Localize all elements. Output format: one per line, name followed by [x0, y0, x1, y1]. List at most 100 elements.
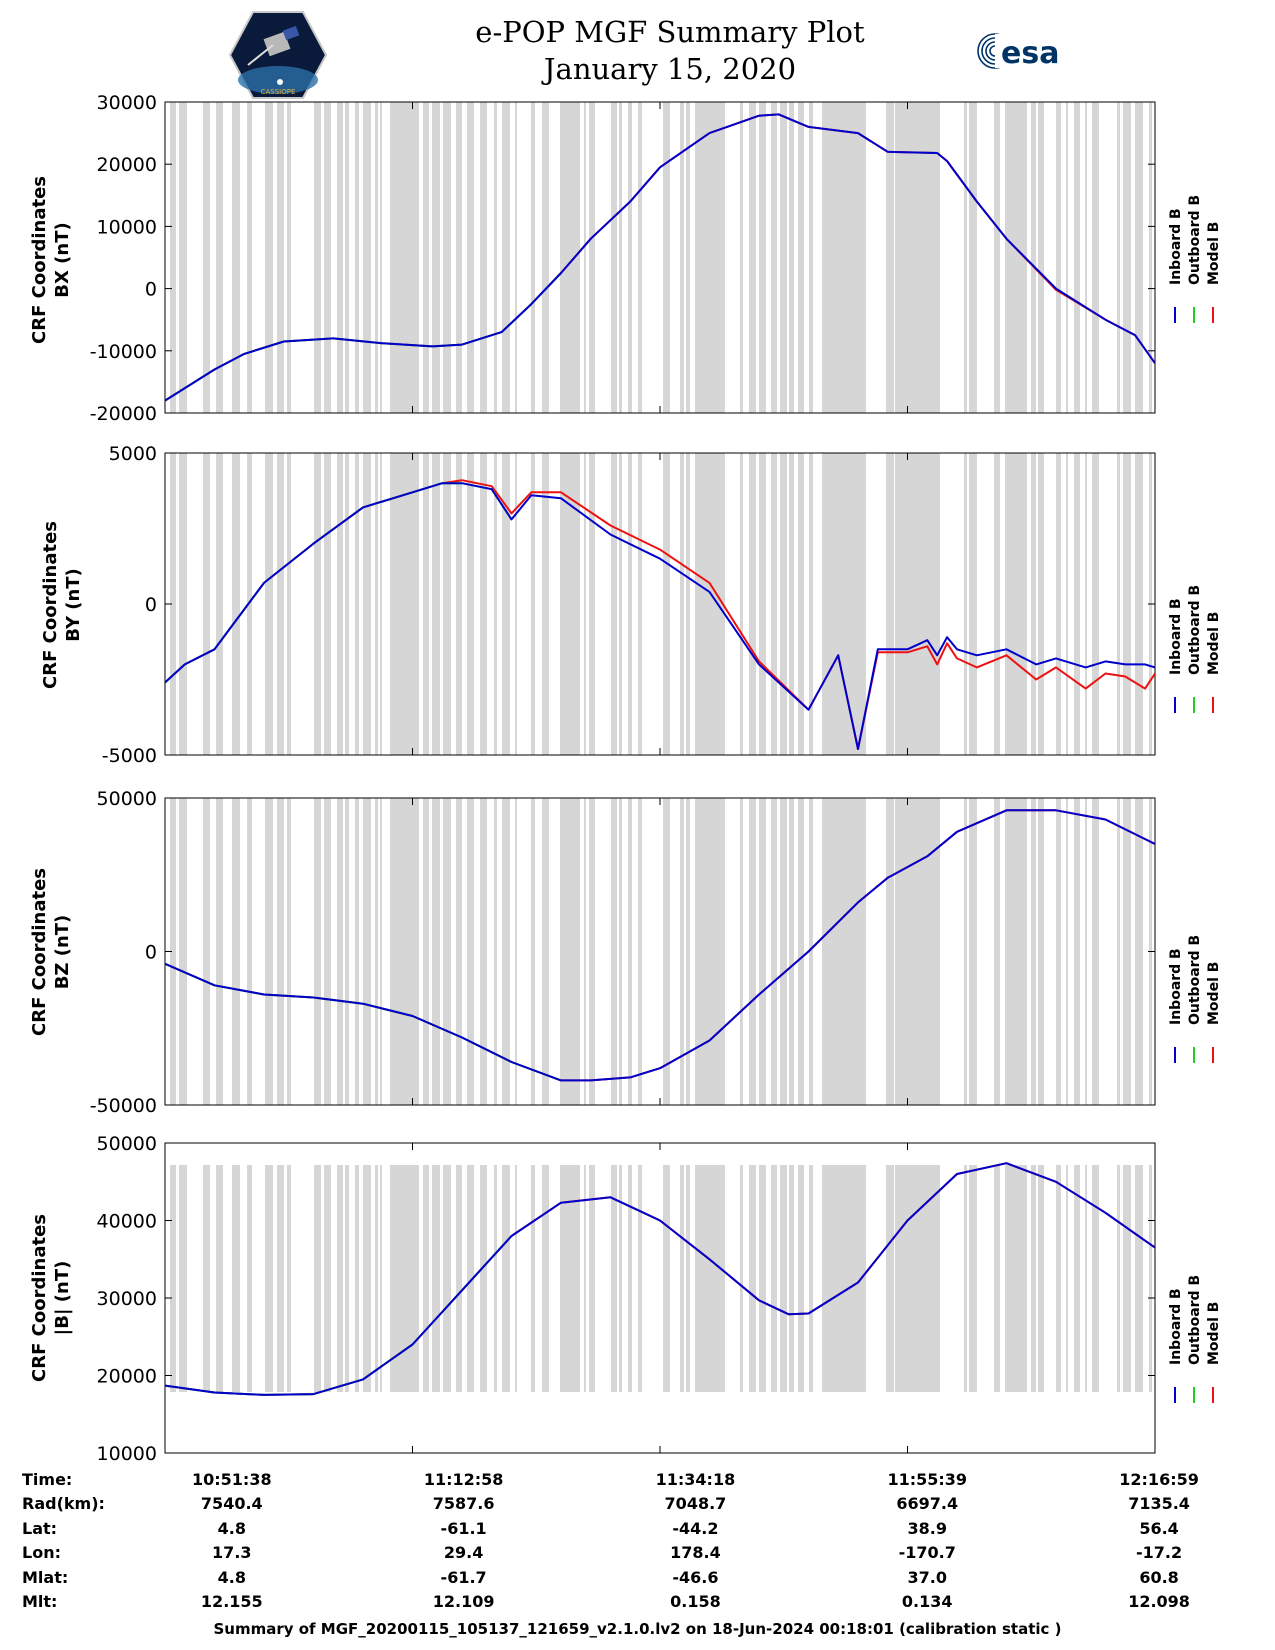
by-coverage-stripe: [542, 453, 549, 755]
bz-coverage-stripe: [798, 798, 804, 1105]
bx-coverage-stripe: [375, 102, 378, 413]
bx-coverage-stripe: [515, 102, 517, 413]
bx-y-tick-label: -20000: [90, 403, 157, 425]
ephemeris-value: 17.3: [212, 1543, 252, 1563]
btotal-coverage-stripe: [345, 1165, 349, 1392]
bz-coverage-stripe: [324, 798, 331, 1105]
ephemeris-row-label: Lat:: [22, 1518, 58, 1538]
by-coverage-stripe: [695, 453, 725, 755]
by-coverage-stripe: [423, 453, 429, 755]
btotal-ylabel-line2: |B| (nT): [52, 1261, 73, 1336]
ephemeris-value: 12:16:59: [1119, 1469, 1199, 1489]
btotal-coverage-stripe: [179, 1165, 187, 1392]
bz-coverage-stripe: [809, 798, 813, 1105]
btotal-coverage-stripe: [1005, 1165, 1025, 1392]
btotal-coverage-stripe: [203, 1165, 210, 1392]
btotal-coverage-stripe: [1074, 1165, 1080, 1392]
btotal-coverage-stripe: [1117, 1165, 1120, 1392]
btotal-coverage-stripe: [759, 1165, 766, 1392]
by-coverage-stripe: [216, 453, 223, 755]
btotal-coverage-stripe: [695, 1165, 725, 1392]
btotal-coverage-stripe: [456, 1165, 462, 1392]
bz-coverage-stripe: [277, 798, 284, 1105]
bz-coverage-stripe: [390, 798, 418, 1105]
bz-coverage-stripe: [1024, 798, 1027, 1105]
by-coverage-stripe: [969, 453, 977, 755]
btotal-coverage-stripe: [363, 1165, 371, 1392]
bx-coverage-stripe: [589, 102, 595, 413]
ephemeris-value: 37.0: [907, 1567, 947, 1587]
by-legend-label: Outboard B: [1187, 585, 1203, 675]
bz-coverage-stripe: [780, 798, 787, 1105]
ephemeris-row: Time: 10:51:38 11:12:58 11:34:18 11:55:39 12:…: [22, 1467, 1275, 1492]
panel-btotal: 50000 40000 30000 20000 10000 CRF Coordinate…: [29, 1133, 1222, 1465]
by-coverage-stripe: [1031, 453, 1036, 755]
btotal-coverage-stripe: [502, 1165, 510, 1392]
bx-coverage-stripe: [287, 102, 291, 413]
by-coverage-stripe: [1066, 453, 1068, 755]
by-coverage-stripe: [337, 453, 343, 755]
btotal-coverage-stripe: [423, 1165, 429, 1392]
bx-coverage-stripe: [858, 102, 866, 413]
bz-coverage-stripe: [314, 798, 321, 1105]
by-coverage-stripe: [759, 453, 766, 755]
bz-coverage-stripe: [494, 798, 497, 1105]
btotal-coverage-stripe: [809, 1165, 813, 1392]
bz-coverage-stripe: [1123, 798, 1131, 1105]
bz-coverage-stripe: [584, 798, 586, 1105]
ephemeris-row-label: Time:: [22, 1469, 73, 1489]
ephemeris-value: 0.158: [670, 1592, 721, 1612]
by-coverage-stripe: [456, 453, 462, 755]
by-coverage-stripe: [515, 453, 517, 755]
bz-y-tick-label: -50000: [90, 1095, 157, 1117]
by-coverage-stripe: [1135, 453, 1143, 755]
bx-y-tick-label: 0: [145, 279, 157, 301]
bx-coverage-stripe: [771, 102, 777, 413]
bx-coverage-stripe: [822, 102, 860, 413]
bx-coverage-stripe: [740, 102, 743, 413]
bz-coverage-stripe: [467, 798, 474, 1105]
ephemeris-row-label: Lon:: [22, 1543, 61, 1563]
ephemeris-value: 4.8: [217, 1518, 246, 1538]
by-coverage-stripe: [1117, 453, 1120, 755]
bx-coverage-stripes: [170, 102, 1152, 413]
btotal-coverage-stripe: [1066, 1165, 1068, 1392]
bz-coverage-stripe: [1074, 798, 1080, 1105]
bx-legend-label: Model B: [1206, 222, 1222, 285]
esa-logo: esa: [977, 33, 1059, 71]
bx-coverage-stripe: [780, 102, 787, 413]
by-coverage-stripe: [628, 453, 632, 755]
by-ylabel-line1: CRF Coordinates: [40, 521, 61, 689]
bx-coverage-stripe: [886, 102, 894, 413]
bz-coverage-stripe: [179, 798, 187, 1105]
by-coverage-stripe: [380, 453, 382, 755]
bz-coverage-stripe: [531, 798, 535, 1105]
by-coverage-stripe: [680, 453, 684, 755]
bx-coverage-stripe: [542, 102, 549, 413]
cassiope-logo-text: CASSIOPE: [261, 88, 296, 96]
ephemeris-value: -170.7: [898, 1543, 956, 1563]
btotal-coverage-stripe: [964, 1165, 967, 1392]
by-coverage-stripe: [443, 453, 451, 755]
bz-coverage-stripe: [337, 798, 343, 1105]
by-coverage-stripe: [179, 453, 187, 755]
btotal-coverage-stripe: [324, 1165, 331, 1392]
btotal-coverage-stripe: [494, 1165, 497, 1392]
bz-coverage-stripe: [265, 798, 273, 1105]
plot-title: e-POP MGF Summary Plot: [475, 15, 865, 49]
by-coverage-stripe: [203, 453, 210, 755]
btotal-coverage-stripes: [170, 1165, 1152, 1392]
by-legend-label: Model B: [1206, 612, 1222, 675]
bx-coverage-stripe: [680, 102, 684, 413]
bz-coverage-stripe: [355, 798, 359, 1105]
ephemeris-value: 29.4: [443, 1543, 484, 1563]
bz-legend-label: Model B: [1206, 962, 1222, 1025]
by-coverage-stripes: [170, 453, 1152, 755]
by-coverage-stripe: [789, 453, 794, 755]
btotal-coverage-stripe: [780, 1165, 787, 1392]
bz-coverage-stripe: [1135, 798, 1143, 1105]
bx-coverage-stripe: [994, 102, 1000, 413]
bz-coverage-stripe: [1066, 798, 1068, 1105]
bz-coverage-stripe: [1005, 798, 1025, 1105]
btotal-coverage-stripe: [1135, 1165, 1143, 1392]
